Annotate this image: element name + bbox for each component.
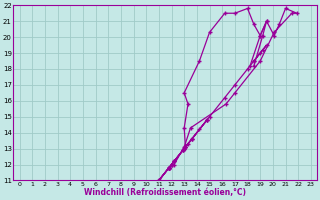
X-axis label: Windchill (Refroidissement éolien,°C): Windchill (Refroidissement éolien,°C) <box>84 188 246 197</box>
